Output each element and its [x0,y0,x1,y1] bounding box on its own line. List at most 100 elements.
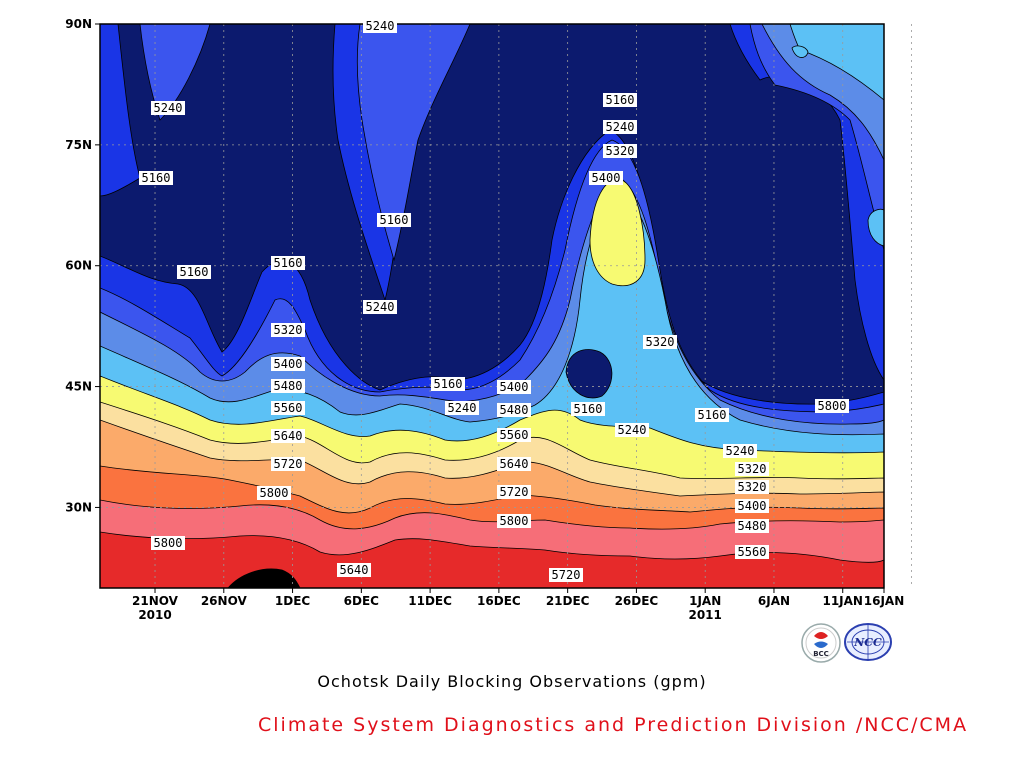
contour-label: 5480 [271,379,305,393]
svg-text:5640: 5640 [500,457,529,471]
contour-label: 5400 [589,171,623,185]
x-tick-label: 21NOV [132,594,179,608]
svg-text:5480: 5480 [500,403,529,417]
contour-label: 5800 [151,536,185,550]
svg-text:5240: 5240 [606,120,635,134]
contour-label: 5240 [445,401,479,415]
y-axis: 90N 75N 60N 45N 30N [65,17,100,514]
svg-text:5160: 5160 [180,265,209,279]
contour-label: 5160 [431,377,465,391]
contour-label: 5320 [735,480,769,494]
contour-band [565,349,613,399]
svg-text:5400: 5400 [592,171,621,185]
contour-label: 5560 [735,545,769,559]
contour-label: 5480 [735,519,769,533]
contour-label: 5160 [377,213,411,227]
contour-band [867,208,884,247]
y-tick-label: 75N [65,138,92,152]
chart-title: Ochotsk Daily Blocking Observations (gpm… [317,672,707,691]
x-tick-sublabel: 2010 [138,608,171,622]
bcc-logo: BCC [801,623,841,663]
contour-label: 5160 [571,402,605,416]
contour-label: 5320 [271,323,305,337]
x-tick-label: 16DEC [477,594,521,608]
org-line: Climate System Diagnostics and Predictio… [258,714,969,736]
svg-text:5240: 5240 [366,300,395,314]
contour-label: 5160 [603,93,637,107]
y-tick-label: 45N [65,380,92,394]
x-tick-label: 11JAN [822,594,863,608]
svg-text:5480: 5480 [274,379,303,393]
x-tick-label: 11DEC [408,594,452,608]
contour-label: 5320 [643,335,677,349]
x-tick-sublabel: 2011 [688,608,721,622]
svg-text:5800: 5800 [818,399,847,413]
svg-text:5160: 5160 [380,213,409,227]
contour-label: 5160 [695,408,729,422]
contour-label: 5560 [497,428,531,442]
x-tick-label: 21DEC [546,594,590,608]
y-tick-label: 30N [65,500,92,514]
contour-label: 5480 [497,403,531,417]
contour-band [100,531,884,588]
svg-text:5160: 5160 [142,171,171,185]
contour-labels: 5240 5160 5160 5160 5240 5160 5240 5320 5400 5480… [139,19,849,582]
contour-label: 5240 [151,101,185,115]
contour-label: 5720 [271,457,305,471]
svg-text:5800: 5800 [500,514,529,528]
svg-text:5240: 5240 [726,444,755,458]
contour-band [139,24,211,121]
svg-text:5240: 5240 [154,101,183,115]
contour-label: 5400 [271,357,305,371]
x-tick-label: 6DEC [344,594,380,608]
svg-text:5320: 5320 [738,462,767,476]
x-tick-label: 1DEC [275,594,311,608]
svg-text:5240: 5240 [366,19,395,33]
x-tick-label: 26DEC [615,594,659,608]
svg-text:5560: 5560 [274,401,303,415]
svg-text:5400: 5400 [500,380,529,394]
contour-fills [100,24,884,588]
contour-label: 5240 [723,444,757,458]
svg-text:5320: 5320 [738,480,767,494]
contour-label: 5640 [271,429,305,443]
svg-text:5160: 5160 [606,93,635,107]
svg-text:NCC: NCC [853,636,882,649]
svg-text:5640: 5640 [274,429,303,443]
svg-text:5800: 5800 [154,536,183,550]
plot-frame [99,23,885,589]
svg-text:5240: 5240 [618,423,647,437]
contour-label: 5560 [271,401,305,415]
contour-band [100,24,141,197]
svg-text:5160: 5160 [274,256,303,270]
svg-text:5720: 5720 [500,485,529,499]
svg-text:5640: 5640 [340,563,369,577]
contour-label: 5640 [337,563,371,577]
x-tick-label: 26NOV [201,594,248,608]
svg-text:5720: 5720 [274,457,303,471]
svg-text:5800: 5800 [260,486,289,500]
svg-text:5560: 5560 [738,545,767,559]
y-tick-label: 90N [65,17,92,31]
contour-label: 5800 [497,514,531,528]
svg-text:5240: 5240 [448,401,477,415]
svg-text:5320: 5320 [274,323,303,337]
contour-label: 5320 [735,462,769,476]
x-tick-label: 1JAN [689,594,721,608]
svg-text:5320: 5320 [646,335,675,349]
x-tick-label: 16JAN [864,594,905,608]
contour-label: 5720 [549,568,583,582]
svg-text:BCC: BCC [813,650,829,658]
contour-label: 5720 [497,485,531,499]
svg-text:5560: 5560 [500,428,529,442]
svg-text:5400: 5400 [738,499,767,513]
contour-label: 5240 [363,19,397,33]
contour-band [589,178,646,286]
contour-label: 5800 [815,399,849,413]
contour-label: 5800 [257,486,291,500]
contour-band [356,24,471,262]
contour-label: 5240 [615,423,649,437]
contour-label: 5640 [497,457,531,471]
